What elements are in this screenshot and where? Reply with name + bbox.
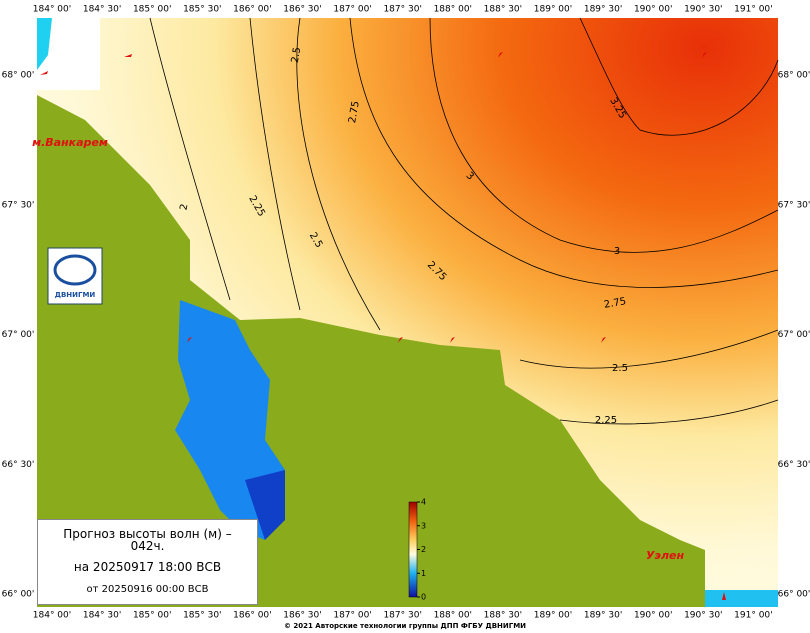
- lon-label: 190° 00': [634, 5, 672, 15]
- lon-label: 187° 30': [383, 5, 421, 15]
- lon-label: 186° 30': [283, 5, 321, 15]
- lat-label: 66° 30': [778, 460, 810, 470]
- sea-shallow: [705, 590, 778, 607]
- place-label: м.Ванкарем: [32, 136, 108, 149]
- lon-label: 189° 00': [534, 611, 572, 621]
- colorbar-label: 3: [421, 521, 426, 530]
- colorbar-label: 0: [421, 593, 426, 602]
- lon-label: 184° 30': [83, 611, 121, 621]
- place-label: Уэлен: [646, 549, 685, 562]
- lon-label: 190° 30': [684, 611, 722, 621]
- lon-label: 185° 00': [133, 611, 171, 621]
- lon-label: 189° 30': [584, 5, 622, 15]
- lon-label: 191° 00': [734, 5, 772, 15]
- lat-label: 68° 00': [2, 71, 35, 81]
- lon-label: 187° 00': [333, 611, 371, 621]
- no-data: [37, 18, 100, 90]
- colorbar-label: 1: [421, 569, 426, 578]
- contour-label: 2.5: [290, 46, 304, 64]
- lon-label: 186° 00': [233, 611, 271, 621]
- lat-label: 67° 30': [2, 200, 35, 210]
- contour-label: 2.75: [347, 100, 362, 124]
- contour-label: 3: [614, 246, 620, 257]
- logo-text: ДВНИГМИ: [55, 291, 96, 299]
- lon-label: 190° 30': [684, 5, 722, 15]
- contour-label: 2: [179, 203, 191, 211]
- lon-label: 186° 00': [233, 5, 271, 15]
- lat-label: 68° 00': [778, 71, 810, 81]
- lon-label: 184° 30': [83, 5, 121, 15]
- colorbar-label: 4: [421, 498, 426, 507]
- lat-label: 66° 00': [778, 590, 810, 600]
- land: [37, 95, 705, 607]
- colorbar: [408, 501, 418, 598]
- lon-label: 185° 30': [183, 611, 221, 621]
- lon-label: 184° 00': [33, 611, 71, 621]
- lon-label: 186° 30': [283, 611, 321, 621]
- lon-label: 188° 00': [434, 5, 472, 15]
- lat-label: 67° 00': [2, 330, 35, 340]
- lon-label: 188° 30': [484, 5, 522, 15]
- lat-label: 66° 30': [2, 460, 35, 470]
- lon-label: 188° 30': [484, 611, 522, 621]
- contours: [149, 17, 779, 425]
- info-title: Прогноз высоты волн (м) – 042ч.: [63, 527, 232, 553]
- lon-label: 191° 00': [734, 611, 772, 621]
- lat-label: 67° 30': [778, 200, 810, 210]
- lon-label: 189° 30': [584, 611, 622, 621]
- lat-label: 67° 00': [778, 330, 810, 340]
- contour-label: 2.75: [603, 296, 627, 311]
- lon-label: 185° 30': [183, 5, 221, 15]
- colorbar-label: 2: [421, 545, 426, 554]
- wind-arrows: [40, 52, 726, 600]
- lon-label: 187° 00': [333, 5, 371, 15]
- lagoon-deep: [245, 470, 285, 540]
- lon-label: 190° 00': [634, 611, 672, 621]
- info-issued: от 20250916 00:00 ВСВ: [86, 584, 209, 595]
- contour-label: 2.25: [595, 415, 617, 426]
- sea-shallow: [37, 18, 52, 70]
- lat-label: 66° 00': [2, 590, 35, 600]
- info-box: Прогноз высоты волн (м) – 042ч. на 20250…: [37, 519, 258, 605]
- lon-label: 187° 30': [383, 611, 421, 621]
- info-valid: на 20250917 18:00 ВСВ: [73, 560, 222, 574]
- lon-label: 188° 00': [434, 611, 472, 621]
- lon-label: 189° 00': [534, 5, 572, 15]
- logo-emblem: [53, 254, 97, 286]
- lon-label: 184° 00': [33, 5, 71, 15]
- lon-label: 185° 00': [133, 5, 171, 15]
- footer: © 2021 Авторские технологии группы ДПП Ф…: [284, 622, 526, 630]
- contour-label: 2.5: [612, 363, 628, 374]
